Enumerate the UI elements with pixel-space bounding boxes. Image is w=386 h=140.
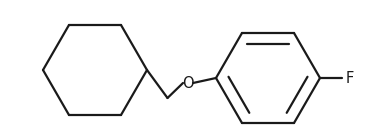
Text: F: F	[346, 71, 354, 86]
Text: O: O	[182, 75, 194, 90]
